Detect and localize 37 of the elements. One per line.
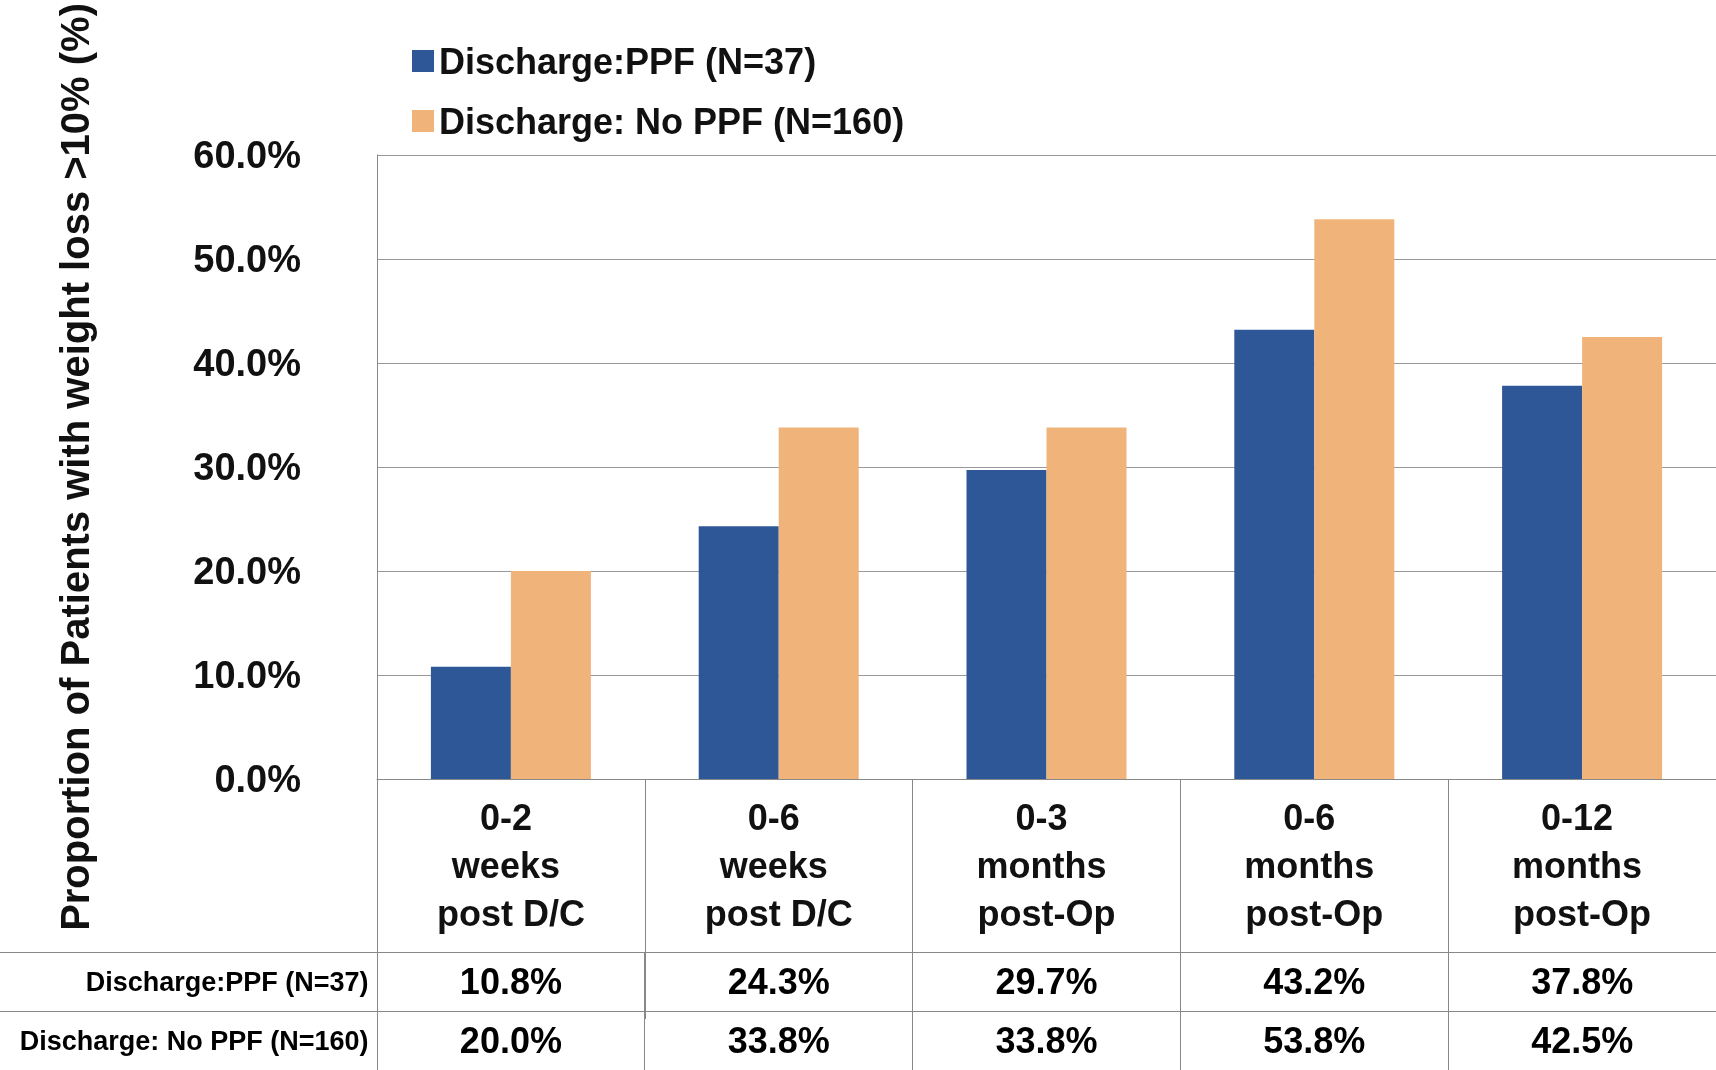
data-label: 33.8%	[644, 1011, 913, 1070]
data-label: 20.0%	[377, 1011, 645, 1070]
data-label: 10.8%	[377, 952, 645, 1012]
x-tick-label: 0-6 months post-Op	[1244, 796, 1385, 934]
y-tick-label: 30.0%	[193, 445, 301, 488]
bar	[778, 427, 859, 779]
x-tick-label: 0-6 weeks post D/C	[704, 796, 853, 934]
data-label: 42.5%	[1448, 1011, 1716, 1070]
text: Discharge: No PPF (N=160)	[19, 1025, 369, 1056]
data-label: 29.7%	[912, 952, 1181, 1012]
bar	[698, 526, 779, 779]
x-tick-label: 0-3 months post-Op	[976, 796, 1117, 934]
bar	[1314, 219, 1395, 779]
bar	[966, 470, 1047, 779]
y-tick-label: 0.0%	[214, 758, 301, 800]
data-label: 24.3%	[644, 952, 913, 1012]
data-label: 33.8%	[912, 1011, 1181, 1070]
bar	[1046, 427, 1127, 779]
bar	[1582, 336, 1663, 779]
y-axis-title: Proportion of Patients with weight loss >10% (%)	[53, 3, 97, 931]
legend-label: Discharge:PPF (N=37)	[439, 40, 817, 82]
x-tick-label: 0-2 weeks post D/C	[436, 796, 585, 934]
bar	[430, 666, 511, 779]
bar	[1234, 329, 1315, 779]
x-tick-label: 0-12 months post-Op	[1512, 796, 1653, 934]
bar	[1502, 385, 1583, 779]
y-tick-label: 10.0%	[193, 653, 301, 696]
y-tick-label: 40.0%	[193, 341, 301, 384]
legend-label: Discharge: No PPF (N=160)	[439, 100, 905, 142]
bar	[510, 570, 591, 779]
y-tick-label: 60.0%	[193, 133, 301, 176]
y-tick-label: 50.0%	[193, 237, 301, 280]
data-label: 53.8%	[1180, 1011, 1449, 1070]
y-tick-label: 20.0%	[193, 549, 301, 592]
data-label: 43.2%	[1180, 952, 1449, 1012]
data-label: 37.8%	[1448, 952, 1716, 1012]
text: Discharge:PPF (N=37)	[85, 966, 369, 997]
